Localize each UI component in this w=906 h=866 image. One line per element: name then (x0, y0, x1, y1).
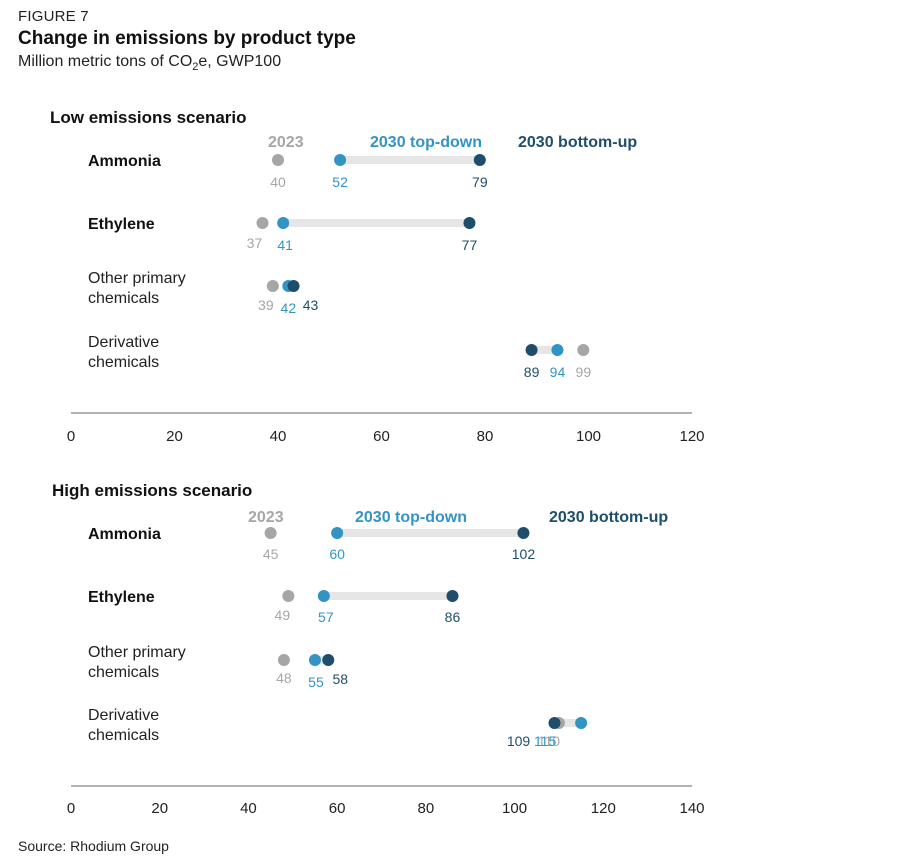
dot-plot-chart: Low emissions scenario 2023 2030 top-down 2… (50, 108, 705, 817)
value-label: 58 (332, 671, 348, 687)
x-tick-label: 60 (373, 428, 390, 445)
figure-label: FIGURE 7 (18, 8, 89, 25)
value-label: 57 (318, 609, 334, 625)
x-tick-label: 120 (679, 428, 704, 445)
chart-subtitle: Million metric tons of CO2e, GWP100 (18, 53, 356, 73)
subtitle-subscript: 2 (192, 61, 199, 74)
legend-label: 2030 top-down (370, 134, 482, 151)
value-label: 109 (507, 733, 531, 749)
category-label: Other primary (88, 270, 186, 287)
dot-2030-bottom-up (322, 654, 335, 666)
value-label: 45 (263, 546, 279, 562)
x-tick-label: 80 (477, 428, 494, 445)
value-label: 77 (462, 237, 478, 253)
x-tick-label: 60 (329, 800, 346, 817)
value-label: 42 (281, 300, 297, 316)
value-label: 48 (276, 670, 292, 686)
dot-2030-bottom-up (525, 344, 538, 356)
value-label: 89 (524, 364, 540, 380)
chart-title: Change in emissions by product type (18, 28, 356, 49)
dot-2023 (266, 280, 279, 292)
x-tick-label: 20 (151, 800, 168, 817)
dot-2030-bottom-up (473, 154, 486, 166)
value-label: 41 (277, 237, 293, 253)
value-label: 110 (538, 733, 561, 749)
subtitle-suffix: e, GWP100 (198, 53, 282, 70)
value-label: 52 (332, 174, 348, 190)
x-tick-label: 80 (418, 800, 435, 817)
dot-2023 (282, 590, 295, 602)
legend-label: 2030 bottom-up (518, 134, 637, 151)
value-label: 60 (329, 546, 345, 562)
x-tick-label: 40 (240, 800, 257, 817)
value-label: 102 (512, 546, 536, 562)
dot-2030-top-down (334, 154, 347, 166)
dot-2030-top-down (575, 717, 588, 729)
category-label: Derivative (88, 334, 159, 351)
dot-2023 (272, 154, 284, 166)
dot-2023 (264, 527, 277, 539)
panel-title: Low emissions scenario (50, 108, 247, 127)
category-label: chemicals (88, 727, 159, 744)
value-label: 49 (275, 607, 291, 623)
category-label: chemicals (88, 664, 159, 681)
category-label: chemicals (88, 354, 159, 371)
x-tick-label: 100 (576, 428, 601, 445)
category-label: Ethylene (88, 216, 155, 233)
x-tick-label: 100 (502, 800, 527, 817)
legend-label: 2023 (268, 134, 304, 151)
value-label: 55 (308, 674, 324, 690)
category-label: Other primary (88, 644, 186, 661)
category-label: Ammonia (88, 153, 161, 170)
dot-2030-bottom-up (287, 280, 300, 292)
category-label: Ethylene (88, 589, 155, 606)
dot-2030-top-down (551, 344, 564, 356)
subtitle-prefix: Million metric tons of CO (18, 53, 193, 70)
x-tick-label: 0 (67, 428, 75, 445)
value-label: 94 (550, 364, 566, 380)
category-label: chemicals (88, 290, 159, 307)
dot-2030-bottom-up (446, 590, 459, 602)
value-label: 86 (445, 609, 461, 625)
category-label: Derivative (88, 707, 159, 724)
x-tick-label: 20 (166, 428, 183, 445)
source-note: Source: Rhodium Group (18, 838, 169, 854)
x-tick-label: 40 (270, 428, 287, 445)
category-label: Ammonia (88, 526, 161, 543)
legend-label: 2030 top-down (355, 509, 467, 526)
value-label: 115 (534, 733, 557, 749)
dot-2030-top-down (331, 527, 344, 539)
dot-2030-top-down (308, 654, 321, 666)
panel-title: High emissions scenario (52, 481, 252, 500)
x-tick-label: 120 (591, 800, 616, 817)
figure-header: FIGURE 7 Change in emissions by product … (18, 8, 356, 73)
value-label: 39 (258, 297, 274, 313)
legend-label: 2023 (248, 509, 284, 526)
value-label: 99 (576, 364, 592, 380)
dot-2023 (277, 654, 290, 666)
dot-2030-top-down (277, 217, 290, 229)
value-label: 43 (303, 297, 319, 313)
legend-label: 2030 bottom-up (549, 509, 668, 526)
dot-2030-top-down (317, 590, 330, 602)
value-label: 37 (247, 235, 263, 251)
dot-2030-bottom-up (517, 527, 530, 539)
value-label: 79 (472, 174, 488, 190)
dot-2030-bottom-up (463, 217, 476, 229)
value-label: 40 (270, 174, 286, 190)
x-tick-label: 140 (679, 800, 704, 817)
dot-2023 (256, 217, 269, 229)
x-tick-label: 0 (67, 800, 75, 817)
dot-2023 (577, 344, 590, 356)
dot-2030-bottom-up (548, 717, 561, 729)
